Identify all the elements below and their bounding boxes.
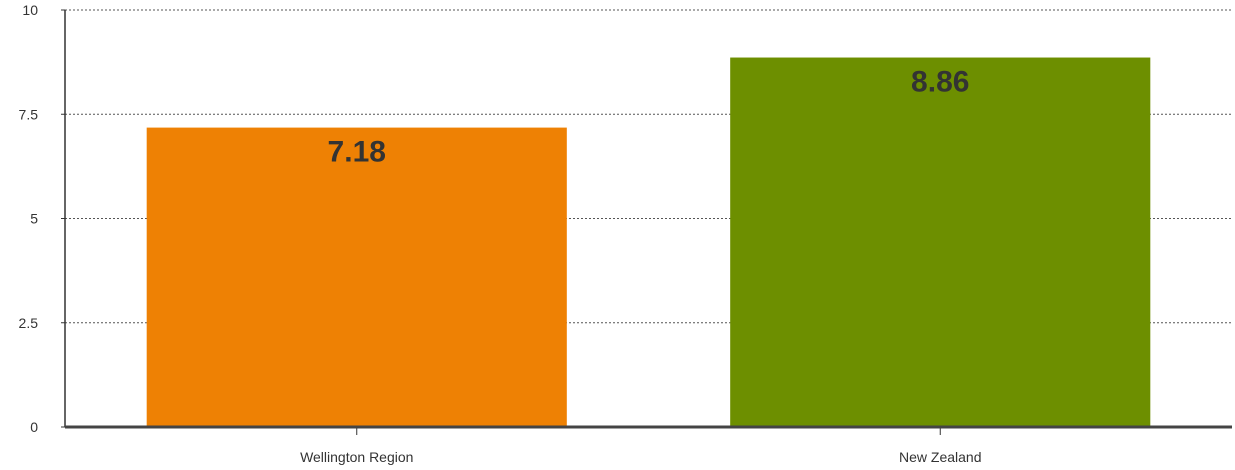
bar-new-zealand[interactable] — [730, 57, 1151, 428]
data-label: 7.18 — [328, 136, 386, 169]
x-tick-label: New Zealand — [899, 449, 982, 465]
axes — [61, 9, 1232, 435]
y-tick-label: 2.5 — [19, 315, 39, 331]
y-tick-label: 5 — [30, 211, 38, 227]
labels: 0 2.5 5 7.5 10 7.18 Wellington Region 8.86 New Z… — [19, 2, 982, 465]
x-tick-label: Wellington Region — [300, 449, 413, 465]
bars — [146, 57, 1151, 428]
y-tick-label: 7.5 — [19, 106, 39, 122]
data-label: 8.86 — [911, 66, 969, 99]
y-tick-label: 0 — [30, 419, 38, 435]
y-tick-label: 10 — [22, 2, 38, 18]
bar-wellington-region[interactable] — [146, 127, 567, 428]
